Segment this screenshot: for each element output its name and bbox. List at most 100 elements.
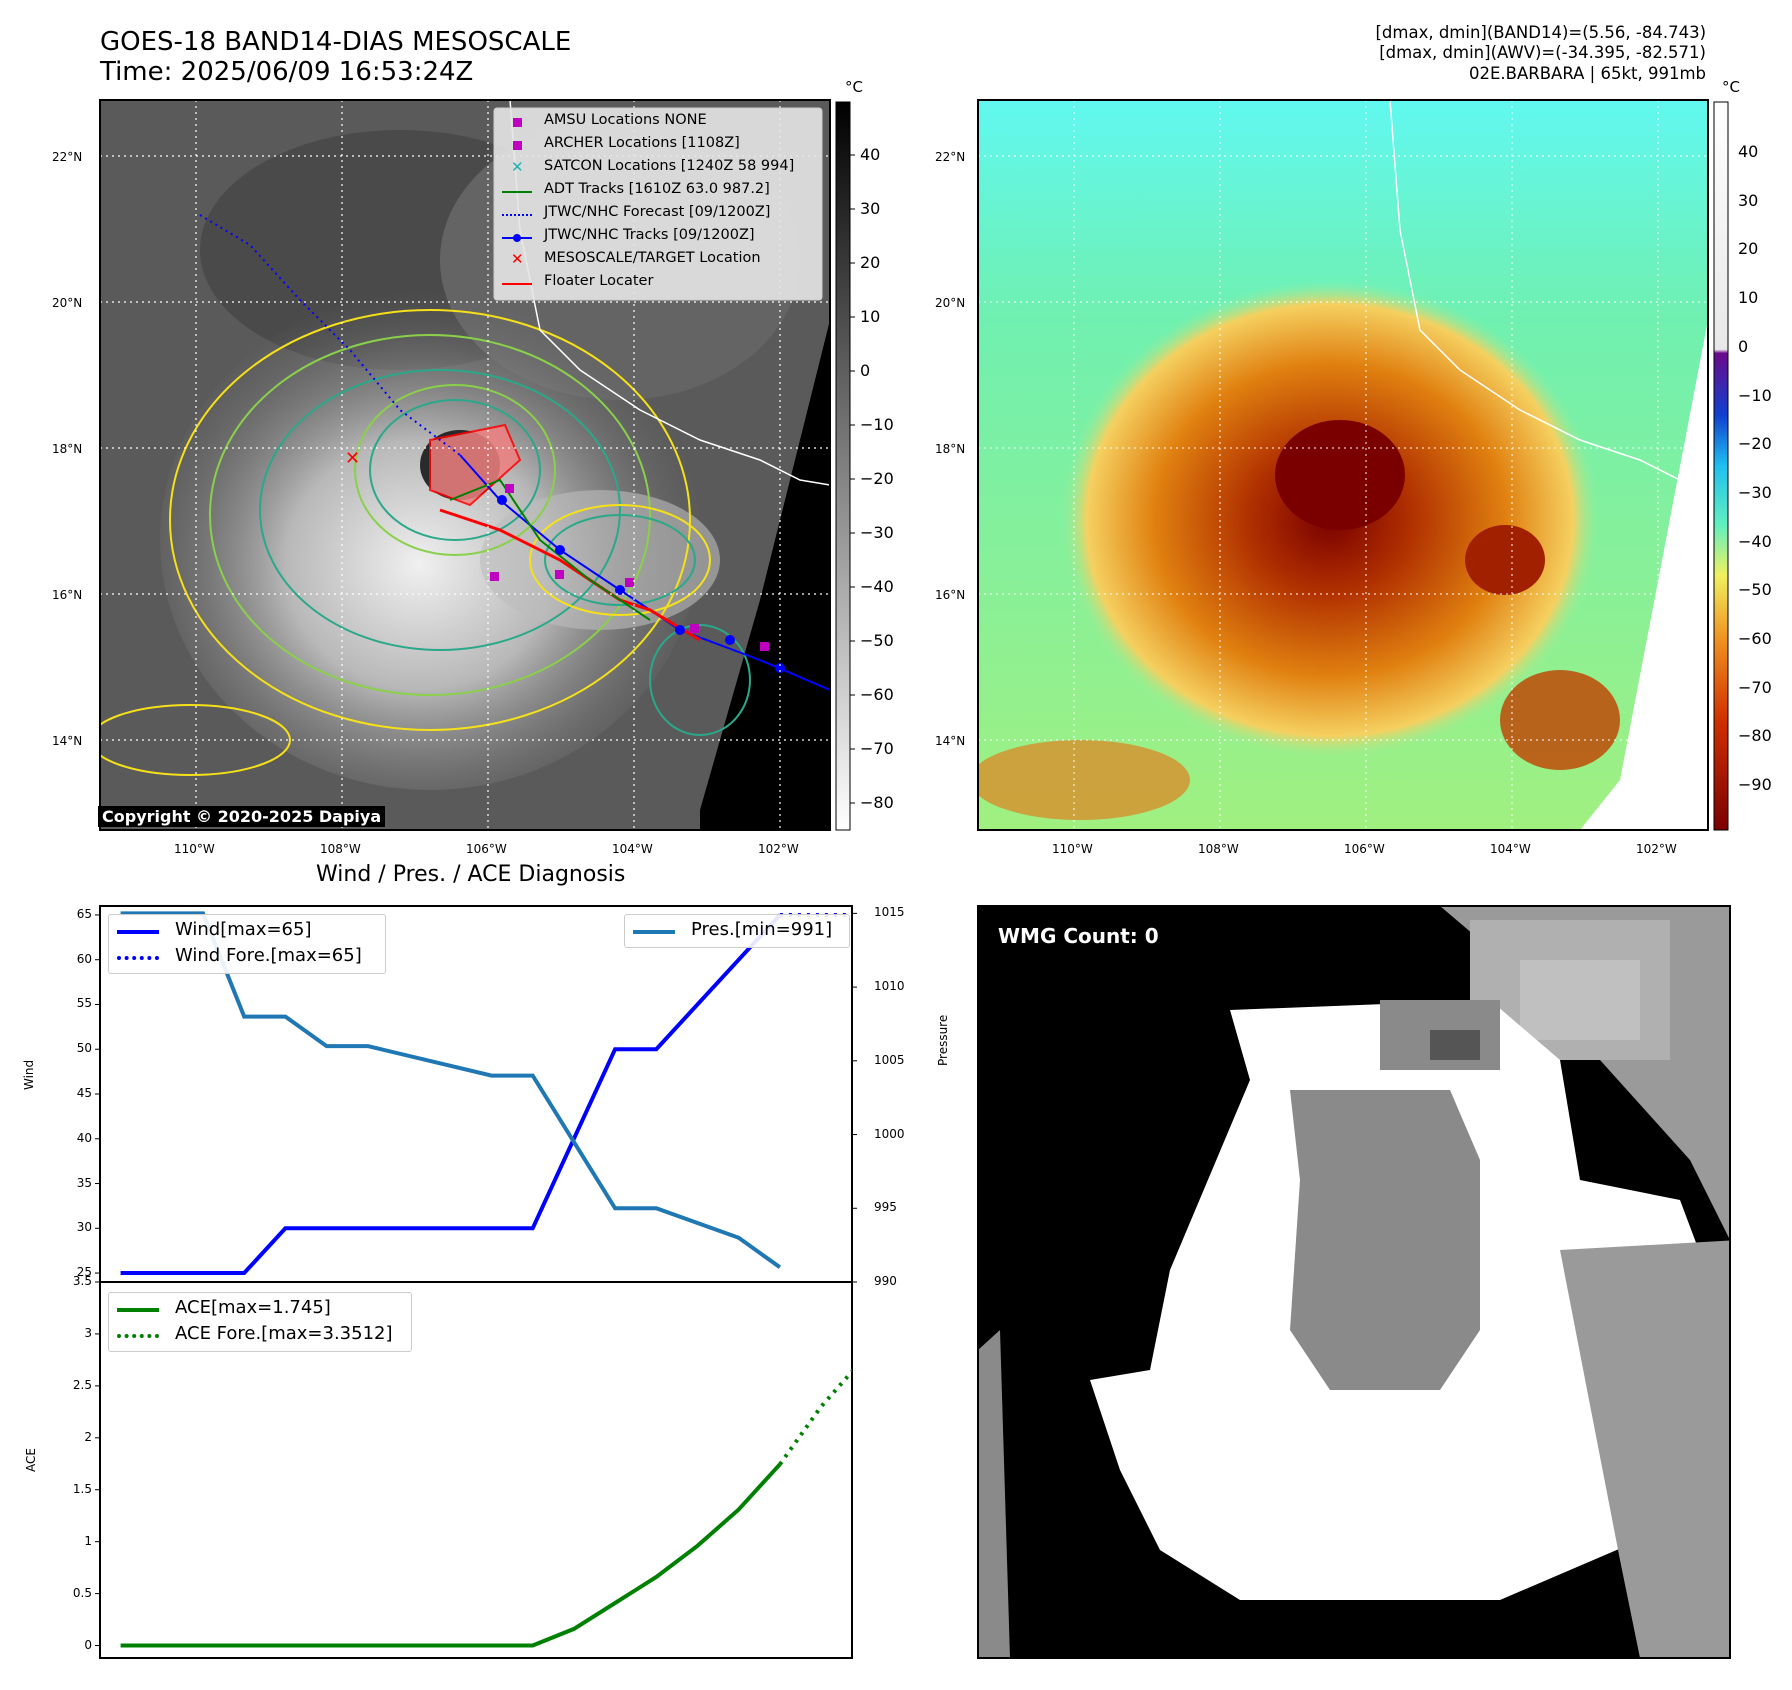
legend-label: JTWC/NHC Tracks [09/1200Z]	[544, 227, 755, 243]
ir-colorbar-tick: 30	[860, 199, 881, 218]
pressure-legend-entry: Pres.[min=991]	[631, 918, 843, 944]
ir-legend-entry: ✕ SATCON Locations [1240Z 58 994]	[502, 158, 822, 181]
ir-legend-entry: JTWC/NHC Forecast [09/1200Z]	[502, 204, 822, 227]
ace-legend: ACE[max=1.745] ACE Fore.[max=3.3512]	[108, 1292, 412, 1352]
legend-label: AMSU Locations NONE	[544, 112, 707, 128]
figure-time: Time: 2025/06/09 16:53:24Z	[100, 57, 474, 87]
ir-lat-label: 14°N	[52, 734, 83, 748]
y-right-tick-label: 990	[874, 1274, 897, 1288]
diagnosis-title: Wind / Pres. / ACE Diagnosis	[316, 862, 626, 887]
legend-label: ACE Fore.[max=3.3512]	[175, 1323, 393, 1344]
y-tick-label: 65	[76, 906, 92, 921]
figure-title: GOES-18 BAND14-DIAS MESOSCALE	[100, 27, 572, 57]
legend-label: Wind Fore.[max=65]	[175, 945, 362, 966]
y-tick-label: 1	[84, 1533, 92, 1548]
y-tick-label: 40	[76, 1130, 92, 1145]
y-tick-label: 60	[76, 951, 92, 966]
y-right-tick-label: 995	[874, 1200, 897, 1215]
awv-colorbar-tick: −60	[1738, 629, 1772, 648]
y-tick-label: 25	[76, 1265, 92, 1280]
y-right-tick-label: 1000	[874, 1126, 905, 1141]
y-right-tick-label: 1015	[874, 905, 905, 920]
awv-map-imagery	[978, 100, 1708, 830]
y-tick-label: 30	[76, 1220, 92, 1235]
legend-label: Floater Locater	[544, 273, 654, 289]
y-tick-label: 35	[76, 1175, 92, 1190]
legend-label: ACE[max=1.745]	[175, 1297, 331, 1318]
legend-marker-icon	[513, 118, 522, 127]
ir-colorbar-unit: °C	[845, 78, 863, 96]
wind-legend-entry: Wind[max=65]	[115, 918, 379, 944]
awv-lat-label: 22°N	[935, 150, 966, 164]
y-tick-label: 0.5	[72, 1585, 92, 1600]
awv-lon-label: 106°W	[1344, 842, 1385, 856]
ir-legend-entry: Floater Locater	[502, 273, 822, 296]
ir-legend-entry: AMSU Locations NONE	[502, 112, 822, 135]
wind-legend-entry: Wind Fore.[max=65]	[115, 944, 379, 970]
legend-label: MESOSCALE/TARGET Location	[544, 250, 761, 266]
ir-colorbar-tick: −80	[860, 793, 894, 812]
awv-colorbar-tick: −80	[1738, 726, 1772, 746]
storm-info: 02E.BARBARA | 65kt, 991mb	[1468, 64, 1706, 83]
awv-colorbar-tick: −90	[1738, 775, 1772, 795]
legend-line-icon	[633, 930, 675, 934]
legend-dot-icon	[513, 234, 521, 242]
awv-colorbar-tick: 0	[1738, 336, 1749, 356]
legend-marker-icon	[513, 141, 522, 150]
awv-colorbar-tick: −40	[1738, 531, 1772, 551]
ir-lon-label: 108°W	[320, 842, 361, 856]
awv-colorbar-unit: °C	[1722, 78, 1740, 96]
wmg-count-badge: WMG Count: 0	[992, 922, 1165, 950]
ir-colorbar-tick: −40	[860, 577, 894, 596]
awv-colorbar-tick: 40	[1738, 142, 1759, 161]
awv-colorbar-tick: −30	[1738, 482, 1772, 502]
ir-legend-entry: ARCHER Locations [1108Z]	[502, 135, 822, 158]
ir-legend-entry: ADT Tracks [1610Z 63.0 987.2]	[502, 181, 822, 204]
legend-label: ARCHER Locations [1108Z]	[544, 135, 740, 151]
series-line-observed	[120, 1462, 782, 1648]
y-right-tick-label: 1005	[874, 1052, 905, 1067]
ir-colorbar-tick: 0	[860, 361, 871, 380]
legend-line-icon	[117, 1308, 159, 1312]
legend-label: ADT Tracks [1610Z 63.0 987.2]	[544, 181, 770, 197]
ace-legend-entry: ACE Fore.[max=3.3512]	[115, 1322, 405, 1348]
ir-colorbar-tick: 20	[860, 253, 881, 272]
awv-lon-label: 102°W	[1636, 842, 1677, 856]
legend-marker-icon	[502, 283, 532, 285]
ir-lon-label: 102°W	[758, 842, 799, 856]
legend-marker-icon	[502, 191, 532, 193]
y-tick-label: 3.5	[72, 1274, 92, 1288]
legend-line-icon	[117, 930, 159, 934]
ace-axis-label: ACE	[24, 1448, 38, 1472]
series-line-observed	[120, 911, 782, 1269]
ir-legend-entry: JTWC/NHC Tracks [09/1200Z]	[502, 227, 822, 250]
awv-colorbar-tick: −20	[1738, 434, 1772, 454]
svg-text:✕: ✕	[345, 448, 360, 469]
awv-lon-label: 104°W	[1490, 842, 1531, 856]
y-tick-label: 50	[76, 1041, 92, 1056]
ir-lat-label: 18°N	[52, 442, 83, 456]
legend-label: SATCON Locations [1240Z 58 994]	[544, 158, 795, 174]
awv-colorbar-tick: 30	[1738, 190, 1759, 210]
pressure-legend: Pres.[min=991]	[624, 914, 850, 948]
ir-colorbar-tick: −50	[860, 631, 894, 650]
awv-lon-label: 108°W	[1198, 842, 1239, 856]
y-tick-label: 1.5	[72, 1481, 92, 1496]
awv-lat-label: 18°N	[935, 442, 966, 456]
ir-colorbar-tick: −70	[860, 739, 894, 758]
ir-colorbar-tick: 40	[860, 145, 881, 164]
legend-label: JTWC/NHC Forecast [09/1200Z]	[544, 204, 771, 220]
copyright-badge: Copyright © 2020-2025 Dapiya	[98, 806, 386, 827]
awv-colorbar-tick: −70	[1738, 677, 1772, 697]
legend-line-icon	[117, 956, 159, 960]
legend-label: Pres.[min=991]	[691, 919, 833, 940]
awv-range: [dmax, dmin](AWV)=(-34.395, -82.571)	[1379, 43, 1706, 62]
ir-lat-label: 16°N	[52, 588, 83, 602]
wind-axis-label: Wind	[22, 1059, 36, 1090]
legend-marker-icon: ✕	[511, 250, 524, 268]
ir-lon-label: 104°W	[612, 842, 653, 856]
ir-colorbar-tick: −30	[860, 523, 894, 542]
